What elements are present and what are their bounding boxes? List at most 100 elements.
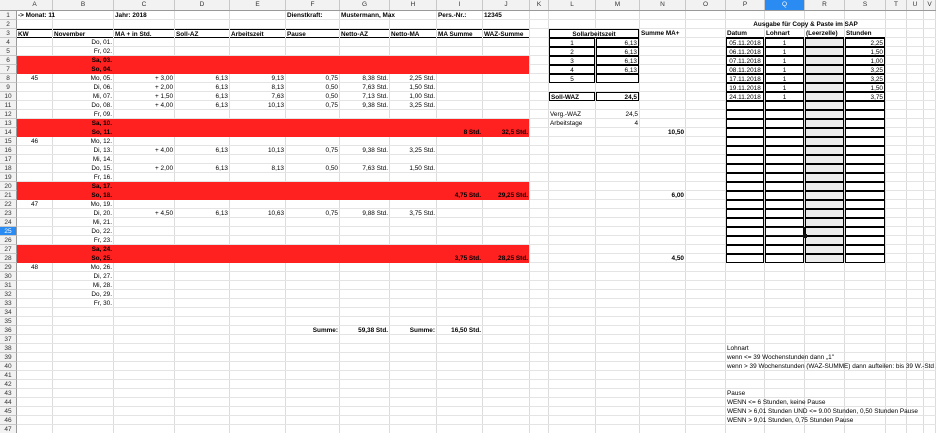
row-header-5[interactable]: 5 [0, 47, 17, 56]
sap-cell-S21[interactable] [845, 191, 885, 200]
main-cell-I21[interactable]: 4,75 Std. [454, 192, 481, 199]
main-cell-G13[interactable] [340, 119, 389, 128]
column-header-d[interactable]: D [175, 0, 230, 10]
soll-waz-value[interactable]: 24,5 [596, 92, 639, 101]
main-cell-H15[interactable] [390, 137, 436, 146]
main-cell-A4[interactable] [17, 38, 52, 47]
sap-cell-S8[interactable]: 3,25 [845, 74, 885, 83]
main-cell-I18[interactable] [437, 164, 482, 173]
main-cell-C6[interactable] [114, 56, 174, 65]
sap-cell-R28[interactable] [805, 254, 844, 263]
sap-cell-Q4[interactable]: 1 [765, 38, 804, 47]
row-header-4[interactable]: 4 [0, 38, 17, 47]
column-header-b[interactable]: B [53, 0, 114, 10]
main-cell-J33[interactable] [483, 299, 529, 308]
main-cell-A15[interactable]: 46 [30, 138, 39, 145]
main-cell-E14[interactable] [230, 128, 285, 137]
main-cell-D15[interactable] [175, 137, 229, 146]
sap-cell-Q20[interactable] [765, 182, 804, 191]
sap-cell-S13[interactable] [845, 119, 885, 128]
sap-cell-Q10[interactable]: 1 [765, 92, 804, 101]
column-header-r[interactable]: R [805, 0, 845, 10]
main-cell-B34[interactable] [53, 308, 113, 317]
sap-cell-Q21[interactable] [765, 191, 804, 200]
main-cell-J17[interactable] [483, 155, 529, 164]
main-cell-J5[interactable] [483, 47, 529, 56]
main-cell-A19[interactable] [17, 173, 52, 182]
row-header-33[interactable]: 33 [0, 299, 17, 308]
main-cell-H4[interactable] [390, 38, 436, 47]
main-cell-J4[interactable] [483, 38, 529, 47]
main-cell-D16[interactable]: 6,13 [215, 147, 228, 154]
main-cell-J12[interactable] [483, 110, 529, 119]
sap-cell-Q12[interactable] [765, 110, 804, 119]
main-cell-B19[interactable]: Fr, 16. [93, 174, 112, 181]
sap-cell-P21[interactable] [726, 191, 764, 200]
sap-cell-R6[interactable] [805, 56, 844, 65]
sap-cell-S7[interactable]: 3,25 [845, 65, 885, 74]
main-cell-G22[interactable] [340, 200, 389, 209]
main-cell-G27[interactable] [340, 245, 389, 254]
main-cell-D17[interactable] [175, 155, 229, 164]
main-cell-C27[interactable] [114, 245, 174, 254]
main-cell-A32[interactable] [17, 290, 52, 299]
main-cell-I12[interactable] [437, 110, 482, 119]
row-header-6[interactable]: 6 [0, 56, 17, 65]
main-cell-I27[interactable] [437, 245, 482, 254]
main-cell-I13[interactable] [437, 119, 482, 128]
main-cell-A16[interactable] [17, 146, 52, 155]
main-cell-D10[interactable]: 6,13 [215, 93, 228, 100]
main-cell-G17[interactable] [340, 155, 389, 164]
sap-cell-P6[interactable]: 07.11.2018 [726, 56, 764, 65]
row-header-13[interactable]: 13 [0, 119, 17, 128]
main-cell-B33[interactable]: Fr, 30. [93, 300, 112, 307]
main-cell-E20[interactable] [230, 182, 285, 191]
main-cell-I14[interactable]: 8 Std. [463, 129, 481, 136]
main-cell-H8[interactable]: 2,25 Std. [409, 75, 435, 82]
main-cell-B8[interactable]: Mo, 05. [90, 75, 112, 82]
row-header-16[interactable]: 16 [0, 146, 17, 155]
sap-cell-R23[interactable] [805, 209, 844, 218]
sap-cell-Q9[interactable]: 1 [765, 83, 804, 92]
main-cell-J26[interactable] [483, 236, 529, 245]
sap-cell-P26[interactable] [726, 236, 764, 245]
main-cell-G15[interactable] [340, 137, 389, 146]
main-cell-J13[interactable] [483, 119, 529, 128]
sap-cell-P15[interactable] [726, 137, 764, 146]
main-cell-E34[interactable] [230, 308, 285, 317]
main-cell-B24[interactable]: Mi, 21. [92, 219, 112, 226]
main-cell-F12[interactable] [286, 110, 339, 119]
main-cell-F34[interactable] [286, 308, 339, 317]
main-cell-C31[interactable] [114, 281, 174, 290]
sap-cell-R26[interactable] [805, 236, 844, 245]
main-cell-E25[interactable] [230, 227, 285, 236]
column-header-j[interactable]: J [483, 0, 530, 10]
main-cell-F10[interactable]: 0,50 [325, 93, 338, 100]
column-header-l[interactable]: L [549, 0, 596, 10]
row-header-7[interactable]: 7 [0, 65, 17, 74]
column-header-h[interactable]: H [390, 0, 437, 10]
row-header-45[interactable]: 45 [0, 407, 17, 416]
main-cell-I25[interactable] [437, 227, 482, 236]
sap-cell-R8[interactable] [805, 74, 844, 83]
main-cell-C14[interactable] [114, 128, 174, 137]
main-cell-I10[interactable] [437, 92, 482, 101]
sap-cell-P19[interactable] [726, 173, 764, 182]
main-cell-H19[interactable] [390, 173, 436, 182]
sap-cell-P4[interactable]: 05.11.2018 [726, 38, 764, 47]
column-header-k[interactable]: K [530, 0, 549, 10]
main-cell-E5[interactable] [230, 47, 285, 56]
main-cell-F13[interactable] [286, 119, 339, 128]
main-cell-A27[interactable] [17, 245, 52, 254]
main-cell-I15[interactable] [437, 137, 482, 146]
soll-value-1[interactable]: 6,13 [596, 38, 639, 47]
column-header-a[interactable]: A [17, 0, 53, 10]
main-cell-E9[interactable]: 8,13 [271, 84, 284, 91]
main-cell-C24[interactable] [114, 218, 174, 227]
main-cell-J30[interactable] [483, 272, 529, 281]
main-cell-E28[interactable] [230, 254, 285, 263]
main-cell-G16[interactable]: 9,38 Std. [362, 147, 388, 154]
main-cell-G10[interactable]: 7,13 Std. [362, 93, 388, 100]
main-cell-C17[interactable] [114, 155, 174, 164]
sap-cell-R5[interactable] [805, 47, 844, 56]
